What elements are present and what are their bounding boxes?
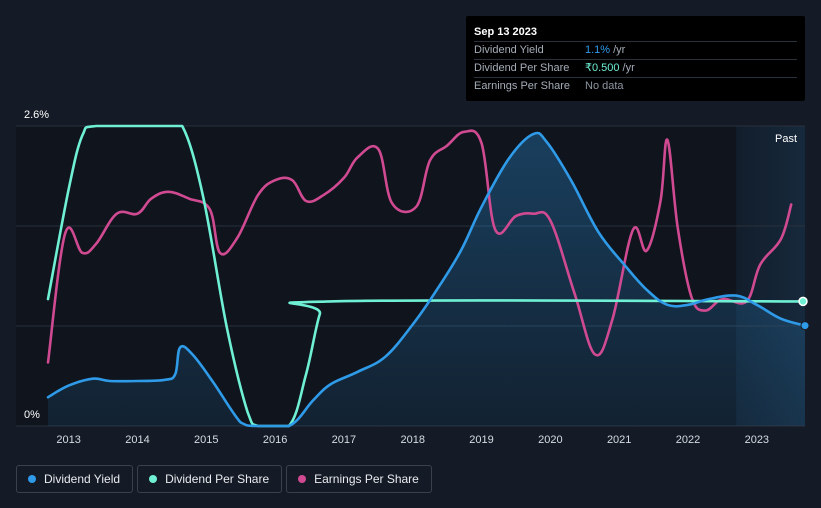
tooltip-row-value: 1.1%/yr <box>585 42 625 59</box>
tooltip-row-name: Earnings Per Share <box>474 80 570 92</box>
x-tick-label: 2013 <box>56 434 80 446</box>
y-axis-top-label: 2.6% <box>24 109 49 121</box>
tooltip-row-dividend-yield: Dividend Yield 1.1%/yr <box>474 41 797 59</box>
x-tick-label: 2021 <box>607 434 631 446</box>
x-tick-label: 2019 <box>469 434 493 446</box>
tooltip-value-number: No data <box>585 80 624 92</box>
x-axis-ticks: 2013 2014 2015 2016 2017 2018 2019 2020 2021 2022… <box>56 434 769 446</box>
legend-label: Dividend Per Share <box>165 472 270 486</box>
tooltip-row-value: No data <box>585 78 627 95</box>
series-line-dividend-per-share <box>46 124 807 428</box>
legend-item-earnings-per-share[interactable]: Earnings Per Share <box>286 465 432 493</box>
legend-item-dividend-per-share[interactable]: Dividend Per Share <box>137 465 283 493</box>
x-tick-label: 2020 <box>538 434 562 446</box>
x-tick-label: 2016 <box>263 434 287 446</box>
series-line-dividend-yield <box>46 131 807 428</box>
x-tick-label: 2014 <box>125 434 149 446</box>
tooltip-value-number: 1.1% <box>585 44 611 56</box>
dividend-yield-end-marker <box>800 321 810 331</box>
tooltip-row-name: Dividend Yield <box>474 44 544 56</box>
legend-dot-icon <box>298 475 307 483</box>
legend-label: Dividend Yield <box>44 472 121 486</box>
y-axis-bottom-label: 0% <box>24 409 40 421</box>
x-tick-label: 2017 <box>332 434 356 446</box>
x-tick-label: 2018 <box>400 434 424 446</box>
tooltip-row-earnings-per-share: Earnings Per Share No data <box>474 77 797 95</box>
legend-dot-icon <box>149 475 158 483</box>
legend-item-dividend-yield[interactable]: Dividend Yield <box>16 465 134 493</box>
tooltip-row-value: ₹0.500/yr <box>585 60 635 77</box>
series-layer <box>46 124 810 428</box>
tooltip: Sep 13 2023 Dividend Yield 1.1%/yr Divid… <box>466 16 805 101</box>
dividend-yield-area <box>48 132 805 426</box>
past-label: Past <box>775 133 797 145</box>
tooltip-row-name: Dividend Per Share <box>474 62 570 74</box>
legend: Dividend Yield Dividend Per Share Earnin… <box>16 465 432 493</box>
x-tick-label: 2015 <box>194 434 218 446</box>
tooltip-row-dividend-per-share: Dividend Per Share ₹0.500/yr <box>474 59 797 77</box>
tooltip-value-unit: /yr <box>622 62 635 74</box>
series-line-earnings-per-share <box>46 129 793 364</box>
tooltip-value-unit: /yr <box>613 44 626 56</box>
dividend-per-share-end-marker <box>798 296 808 307</box>
tooltip-value-number: ₹0.500 <box>585 62 620 74</box>
x-tick-label: 2022 <box>676 434 700 446</box>
legend-dot-icon <box>28 475 36 483</box>
tooltip-date: Sep 13 2023 <box>474 26 537 38</box>
x-tick-label: 2023 <box>745 434 769 446</box>
legend-label: Earnings Per Share <box>314 472 419 486</box>
